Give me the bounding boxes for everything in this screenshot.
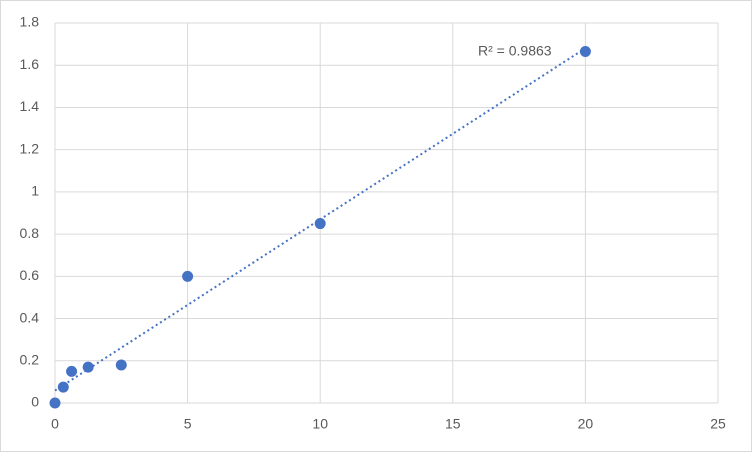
- x-tick-label: 0: [51, 416, 59, 432]
- y-tick-label: 0.8: [20, 225, 40, 241]
- point: [66, 365, 78, 377]
- y-tick-label: 1.6: [20, 56, 40, 72]
- y-tick-label: 0.6: [20, 267, 40, 283]
- x-tick-label: 10: [312, 416, 328, 432]
- annotation: R² = 0.9863: [478, 43, 552, 59]
- point: [314, 218, 326, 230]
- x-tick-label: 5: [184, 416, 192, 432]
- x-tick-label: 15: [445, 416, 461, 432]
- y-tick-label: 0.2: [20, 351, 40, 367]
- y-tick-label: 1: [31, 183, 39, 199]
- point: [82, 361, 94, 373]
- y-tick-label: 1.2: [20, 140, 40, 156]
- point: [579, 46, 591, 57]
- y-tick-label: 0.4: [20, 309, 40, 325]
- y-tick-label: 1.8: [20, 14, 40, 30]
- point: [57, 381, 69, 393]
- x-tick-label: 25: [710, 416, 726, 432]
- x-tick-label: 20: [578, 416, 594, 432]
- y-tick-label: 1.4: [20, 98, 40, 114]
- point: [49, 397, 61, 409]
- point: [182, 270, 194, 282]
- y-tick-label: 0: [31, 394, 39, 410]
- point: [115, 359, 127, 371]
